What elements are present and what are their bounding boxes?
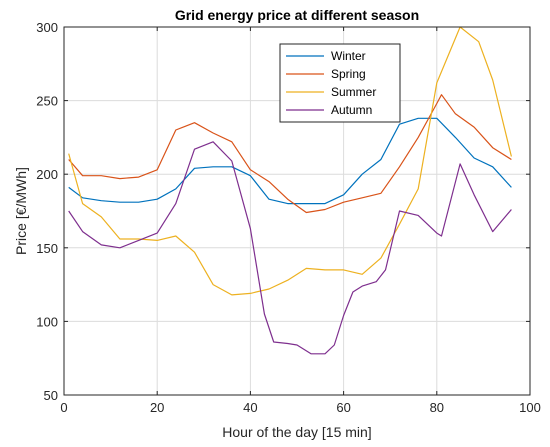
y-tick-label: 300: [36, 20, 58, 35]
y-tick-label: 50: [44, 388, 58, 403]
x-tick-label: 80: [430, 400, 444, 415]
plot-frame: [63, 26, 531, 396]
chart-title: Grid energy price at different season: [175, 7, 419, 23]
legend-label: Summer: [331, 85, 376, 99]
x-tick-label: 60: [336, 400, 350, 415]
x-tick-label: 0: [60, 400, 67, 415]
x-tick-label: 100: [519, 400, 541, 415]
x-tick-label: 40: [243, 400, 257, 415]
series-line-summer: [68, 26, 512, 296]
series-line-autumn: [68, 141, 512, 355]
y-tick-label: 150: [36, 241, 58, 256]
legend-label: Winter: [331, 49, 366, 63]
y-axis-label: Price [€/MWh]: [13, 167, 29, 255]
y-tick-label: 250: [36, 94, 58, 109]
legend-label: Autumn: [331, 103, 372, 117]
series-line-spring: [68, 94, 512, 214]
axis-ticks: 0 20 40 60 80 100 50 100 150 200 250 300: [36, 20, 541, 415]
series-lines: [68, 26, 512, 355]
legend-box: [279, 43, 401, 123]
x-axis-label: Hour of the day [15 min]: [222, 424, 371, 440]
x-tick-label: 20: [150, 400, 164, 415]
y-tick-label: 200: [36, 167, 58, 182]
y-tick-label: 100: [36, 314, 58, 329]
legend-label: Spring: [331, 67, 366, 81]
legend: Winter Spring Summer Autumn: [279, 43, 401, 123]
series-line-winter: [68, 117, 512, 205]
